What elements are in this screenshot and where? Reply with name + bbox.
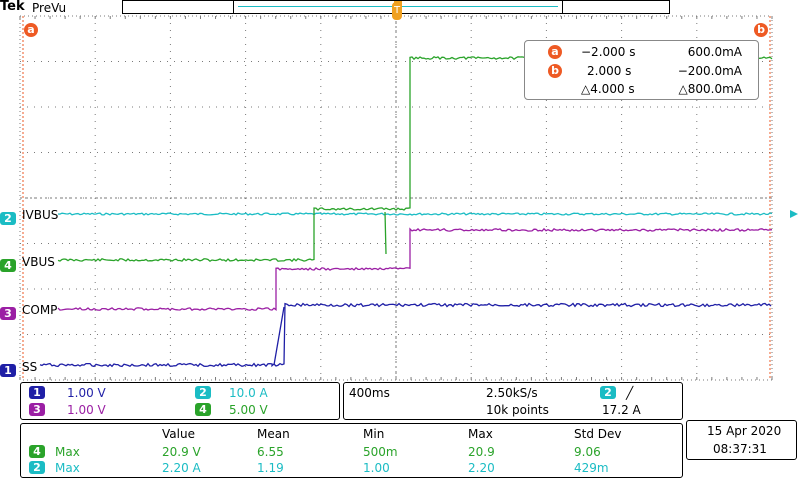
ch1-ramp [273, 306, 285, 366]
acquisition-mode: PreVu [32, 1, 67, 15]
meas-row-2-mean: 1.19 [257, 461, 284, 475]
measurements-panel[interactable]: Value Mean Min Max Std Dev 4 Max 20.9 V … [20, 423, 683, 478]
channel-3-label: COMP [22, 303, 58, 317]
meas-row-1-channel[interactable]: 4 [29, 445, 45, 458]
channel-2-marker[interactable]: 2 [0, 208, 16, 227]
trigger-time-marker[interactable]: T [392, 2, 402, 20]
cursor-delta-time: △4.000 s [581, 82, 635, 96]
trigger-slope-icon[interactable]: ╱ [626, 386, 634, 400]
sample-rate: 2.50kS/s [486, 386, 538, 400]
channel-1-marker[interactable]: 1 [0, 360, 16, 379]
cursor-a-icon[interactable]: a [24, 23, 38, 37]
trigger-source-chip[interactable]: 2 [600, 386, 616, 399]
meas-header-min: Min [363, 427, 385, 441]
cursor-b-readout-icon: b [548, 64, 562, 78]
channel-3-chip[interactable]: 3 [29, 403, 45, 416]
channel-1-scale[interactable]: 1.00 V [67, 386, 106, 400]
timebase[interactable]: 400ms [349, 386, 390, 400]
meas-row-2-stddev: 429m [574, 461, 609, 475]
channel-4-scale[interactable]: 5.00 V [229, 403, 268, 417]
meas-header-stddev: Std Dev [574, 427, 622, 441]
channel-1-chip[interactable]: 1 [29, 386, 45, 399]
meas-row-1-mean: 6.55 [257, 445, 284, 459]
cursor-a-value: 600.0mA [687, 45, 742, 59]
ch2-waveform [57, 212, 773, 216]
cursor-b-icon[interactable]: b [754, 23, 768, 37]
channel-3-scale[interactable]: 1.00 V [67, 403, 106, 417]
cursor-a-readout-icon: a [548, 45, 562, 59]
cursor-b-time: 2.000 s [587, 64, 632, 78]
ch4-glitch [384, 211, 387, 255]
channel-3-marker[interactable]: 3 [0, 303, 16, 322]
meas-header-value: Value [162, 427, 195, 441]
horizontal-settings-panel[interactable]: 400ms 2.50kS/s 10k points 2 ╱ 17.2 A [343, 382, 683, 420]
channel-2-label: IVBUS [22, 208, 59, 222]
meas-row-2-channel[interactable]: 2 [29, 461, 45, 474]
ch1-waveform [39, 302, 772, 368]
meas-row-1-value: 20.9 V [162, 445, 201, 459]
ch3-waveform [57, 227, 773, 312]
meas-row-2-value: 2.20 A [162, 461, 201, 475]
meas-header-mean: Mean [257, 427, 290, 441]
meas-row-2-min: 1.00 [363, 461, 390, 475]
datetime-panel: 15 Apr 2020 08:37:31 [686, 420, 797, 460]
meas-header-max: Max [468, 427, 493, 441]
meas-row-1-stddev: 9.06 [574, 445, 601, 459]
date: 15 Apr 2020 [707, 424, 782, 438]
trigger-level-marker-icon [790, 210, 798, 218]
cursor-readout: a −2.000 s 600.0mA b 2.000 s −200.0mA △4… [524, 40, 759, 100]
cursor-a-time: −2.000 s [581, 45, 636, 59]
cursor-b-value: −200.0mA [677, 64, 742, 78]
time: 08:37:31 [713, 442, 767, 456]
channel-4-label: VBUS [22, 255, 55, 269]
channel-4-chip[interactable]: 4 [195, 403, 211, 416]
meas-row-1-min: 500m [363, 445, 398, 459]
channel-2-chip[interactable]: 2 [195, 386, 211, 399]
channel-1-label: SS [22, 360, 38, 374]
record-length: 10k points [486, 403, 549, 417]
channel-2-scale[interactable]: 10.0 A [229, 386, 268, 400]
channel-4-marker[interactable]: 4 [0, 255, 16, 274]
meas-row-2-type: Max [55, 461, 80, 475]
meas-row-1-type: Max [55, 445, 80, 459]
meas-row-2-max: 2.20 [468, 461, 495, 475]
cursor-delta-value: △800.0mA [678, 82, 742, 96]
vertical-settings-panel[interactable]: 1 1.00 V 2 10.0 A 3 1.00 V 4 5.00 V [20, 382, 340, 420]
trigger-level[interactable]: 17.2 A [602, 403, 641, 417]
tek-logo: Tek [0, 0, 25, 14]
meas-row-1-max: 20.9 [468, 445, 495, 459]
